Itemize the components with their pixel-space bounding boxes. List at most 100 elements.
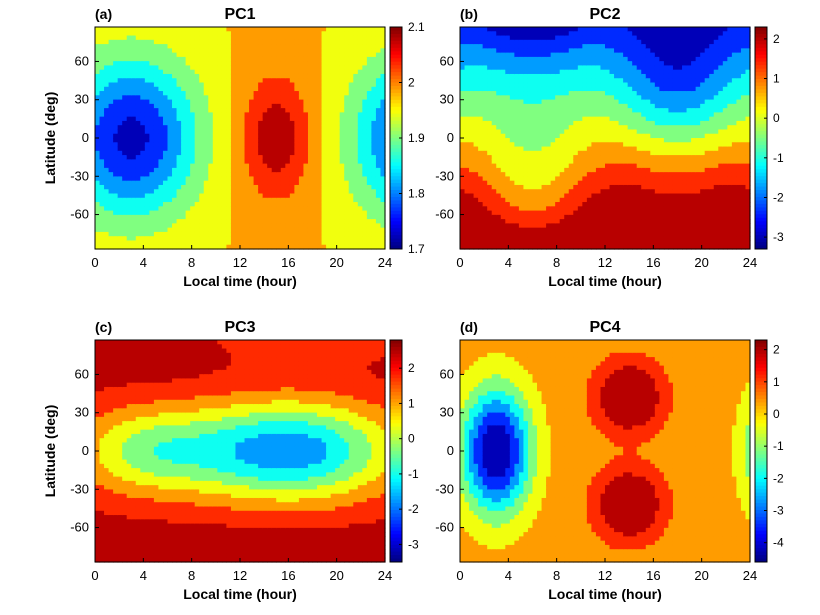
- heatmap-cell: [500, 31, 506, 37]
- heatmap-cell: [149, 48, 155, 54]
- heatmap-cell: [167, 52, 173, 58]
- heatmap-cell: [249, 103, 255, 109]
- colorbar-swatch: [390, 134, 402, 139]
- heatmap-cell: [366, 189, 373, 195]
- heatmap-cell: [285, 116, 291, 122]
- heatmap-cell: [491, 31, 497, 37]
- heatmap-cell: [523, 52, 529, 58]
- heatmap-cell: [353, 184, 359, 190]
- heatmap-cell: [131, 108, 137, 113]
- heatmap-cell: [276, 214, 282, 220]
- heatmap-cell: [158, 65, 164, 71]
- heatmap-cell: [140, 150, 146, 156]
- heatmap-cell: [532, 193, 538, 199]
- heatmap-cell: [330, 193, 336, 199]
- heatmap-cell: [267, 73, 273, 79]
- heatmap-cell: [460, 159, 466, 165]
- heatmap-cell: [500, 142, 506, 148]
- heatmap-cell: [262, 108, 268, 113]
- heatmap-cell: [317, 210, 323, 216]
- heatmap-cell: [482, 240, 488, 246]
- heatmap-cell: [176, 103, 182, 109]
- heatmap-cell: [375, 56, 382, 62]
- heatmap-cell: [117, 244, 123, 250]
- heatmap-cell: [582, 180, 588, 186]
- heatmap-cell: [541, 193, 547, 199]
- heatmap-cell: [591, 184, 597, 190]
- heatmap-cell: [586, 99, 593, 105]
- heatmap-cell: [537, 244, 543, 250]
- heatmap-cell: [550, 31, 556, 37]
- heatmap-cell: [473, 69, 479, 75]
- heatmap-cell: [537, 184, 543, 190]
- heatmap-cell: [496, 150, 502, 156]
- heatmap-cell: [321, 48, 327, 54]
- heatmap-cell: [303, 155, 309, 160]
- heatmap-cell: [335, 223, 341, 229]
- heatmap-cell: [546, 78, 552, 84]
- heatmap-cell: [330, 69, 336, 75]
- heatmap-cell: [240, 65, 246, 71]
- heatmap-cell: [298, 163, 305, 169]
- heatmap-cell: [321, 61, 327, 67]
- heatmap-cell: [199, 163, 205, 169]
- heatmap-cell: [185, 116, 191, 122]
- heatmap-cell: [249, 116, 255, 122]
- heatmap-cell: [212, 120, 218, 126]
- heatmap-cell: [478, 125, 484, 131]
- heatmap-cell: [380, 112, 386, 118]
- heatmap-cell: [469, 142, 475, 148]
- heatmap-cell: [541, 35, 547, 41]
- heatmap-cell: [375, 52, 382, 58]
- heatmap-cell: [518, 150, 525, 156]
- heatmap-cell: [344, 150, 350, 156]
- heatmap-cell: [514, 142, 520, 148]
- heatmap-cell: [185, 95, 191, 101]
- heatmap-cell: [505, 95, 511, 101]
- heatmap-cell: [559, 56, 565, 62]
- heatmap-cell: [586, 180, 593, 186]
- heatmap-cell: [371, 52, 377, 58]
- heatmap-cell: [217, 240, 223, 246]
- heatmap-cell: [230, 112, 237, 118]
- heatmap-cell: [276, 35, 282, 41]
- heatmap-cell: [527, 155, 534, 160]
- heatmap-cell: [339, 129, 345, 135]
- heatmap-cell: [339, 99, 345, 105]
- heatmap-cell: [509, 52, 515, 58]
- heatmap-cell: [276, 99, 282, 105]
- heatmap-cell: [478, 91, 484, 96]
- heatmap-cell: [95, 189, 101, 195]
- heatmap-cell: [126, 236, 132, 242]
- heatmap-cell: [108, 44, 114, 49]
- heatmap-cell: [317, 99, 323, 105]
- heatmap-cell: [212, 44, 218, 49]
- heatmap-cell: [194, 44, 200, 49]
- heatmap-cell: [582, 167, 588, 173]
- heatmap-cell: [172, 189, 178, 195]
- heatmap-cell: [330, 120, 336, 126]
- heatmap-cell: [380, 214, 386, 220]
- heatmap-cell: [546, 56, 552, 62]
- heatmap-cell: [131, 27, 137, 32]
- heatmap-cell: [555, 163, 561, 169]
- heatmap-cell: [487, 214, 493, 220]
- heatmap-cell: [357, 172, 363, 178]
- heatmap-cell: [104, 184, 110, 190]
- heatmap-cell: [348, 138, 354, 143]
- heatmap-cell: [460, 120, 466, 126]
- heatmap-cell: [258, 172, 264, 178]
- heatmap-cell: [357, 227, 363, 233]
- heatmap-cell: [464, 112, 470, 118]
- heatmap-cell: [153, 219, 160, 224]
- heatmap-cell: [375, 65, 382, 71]
- heatmap-cell: [262, 91, 268, 96]
- heatmap-cell: [144, 227, 150, 233]
- heatmap-cell: [126, 150, 132, 156]
- heatmap-cell: [176, 167, 182, 173]
- heatmap-cell: [591, 112, 597, 118]
- heatmap-cell: [108, 48, 114, 54]
- heatmap-cell: [375, 129, 382, 135]
- heatmap-cell: [330, 138, 336, 143]
